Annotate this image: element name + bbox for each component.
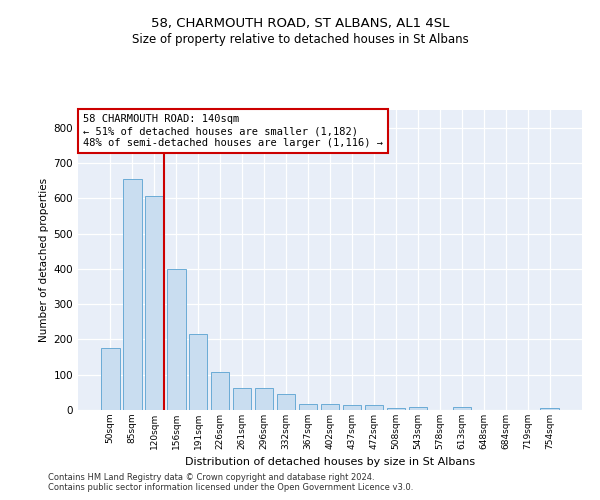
Bar (386, 408, 405, 410)
Bar (145, 196, 164, 410)
Bar (101, 348, 119, 410)
Bar (123, 179, 142, 410)
Bar (211, 372, 229, 410)
Bar (452, 407, 471, 410)
Bar (189, 334, 208, 410)
Bar (277, 394, 295, 410)
X-axis label: Distribution of detached houses by size in St Albans: Distribution of detached houses by size … (185, 458, 475, 468)
Text: Contains HM Land Registry data © Crown copyright and database right 2024.: Contains HM Land Registry data © Crown c… (48, 472, 374, 482)
Bar (320, 404, 340, 410)
Text: Contains public sector information licensed under the Open Government Licence v3: Contains public sector information licen… (48, 482, 413, 492)
Bar (167, 269, 185, 410)
Text: Size of property relative to detached houses in St Albans: Size of property relative to detached ho… (131, 32, 469, 46)
Bar (233, 388, 251, 410)
Bar (409, 407, 427, 410)
Text: 58, CHARMOUTH ROAD, ST ALBANS, AL1 4SL: 58, CHARMOUTH ROAD, ST ALBANS, AL1 4SL (151, 18, 449, 30)
Bar (255, 388, 274, 410)
Bar (343, 404, 361, 410)
Text: 58 CHARMOUTH ROAD: 140sqm
← 51% of detached houses are smaller (1,182)
48% of se: 58 CHARMOUTH ROAD: 140sqm ← 51% of detac… (83, 114, 383, 148)
Bar (365, 406, 383, 410)
Y-axis label: Number of detached properties: Number of detached properties (40, 178, 49, 342)
Bar (541, 408, 559, 410)
Bar (299, 404, 317, 410)
